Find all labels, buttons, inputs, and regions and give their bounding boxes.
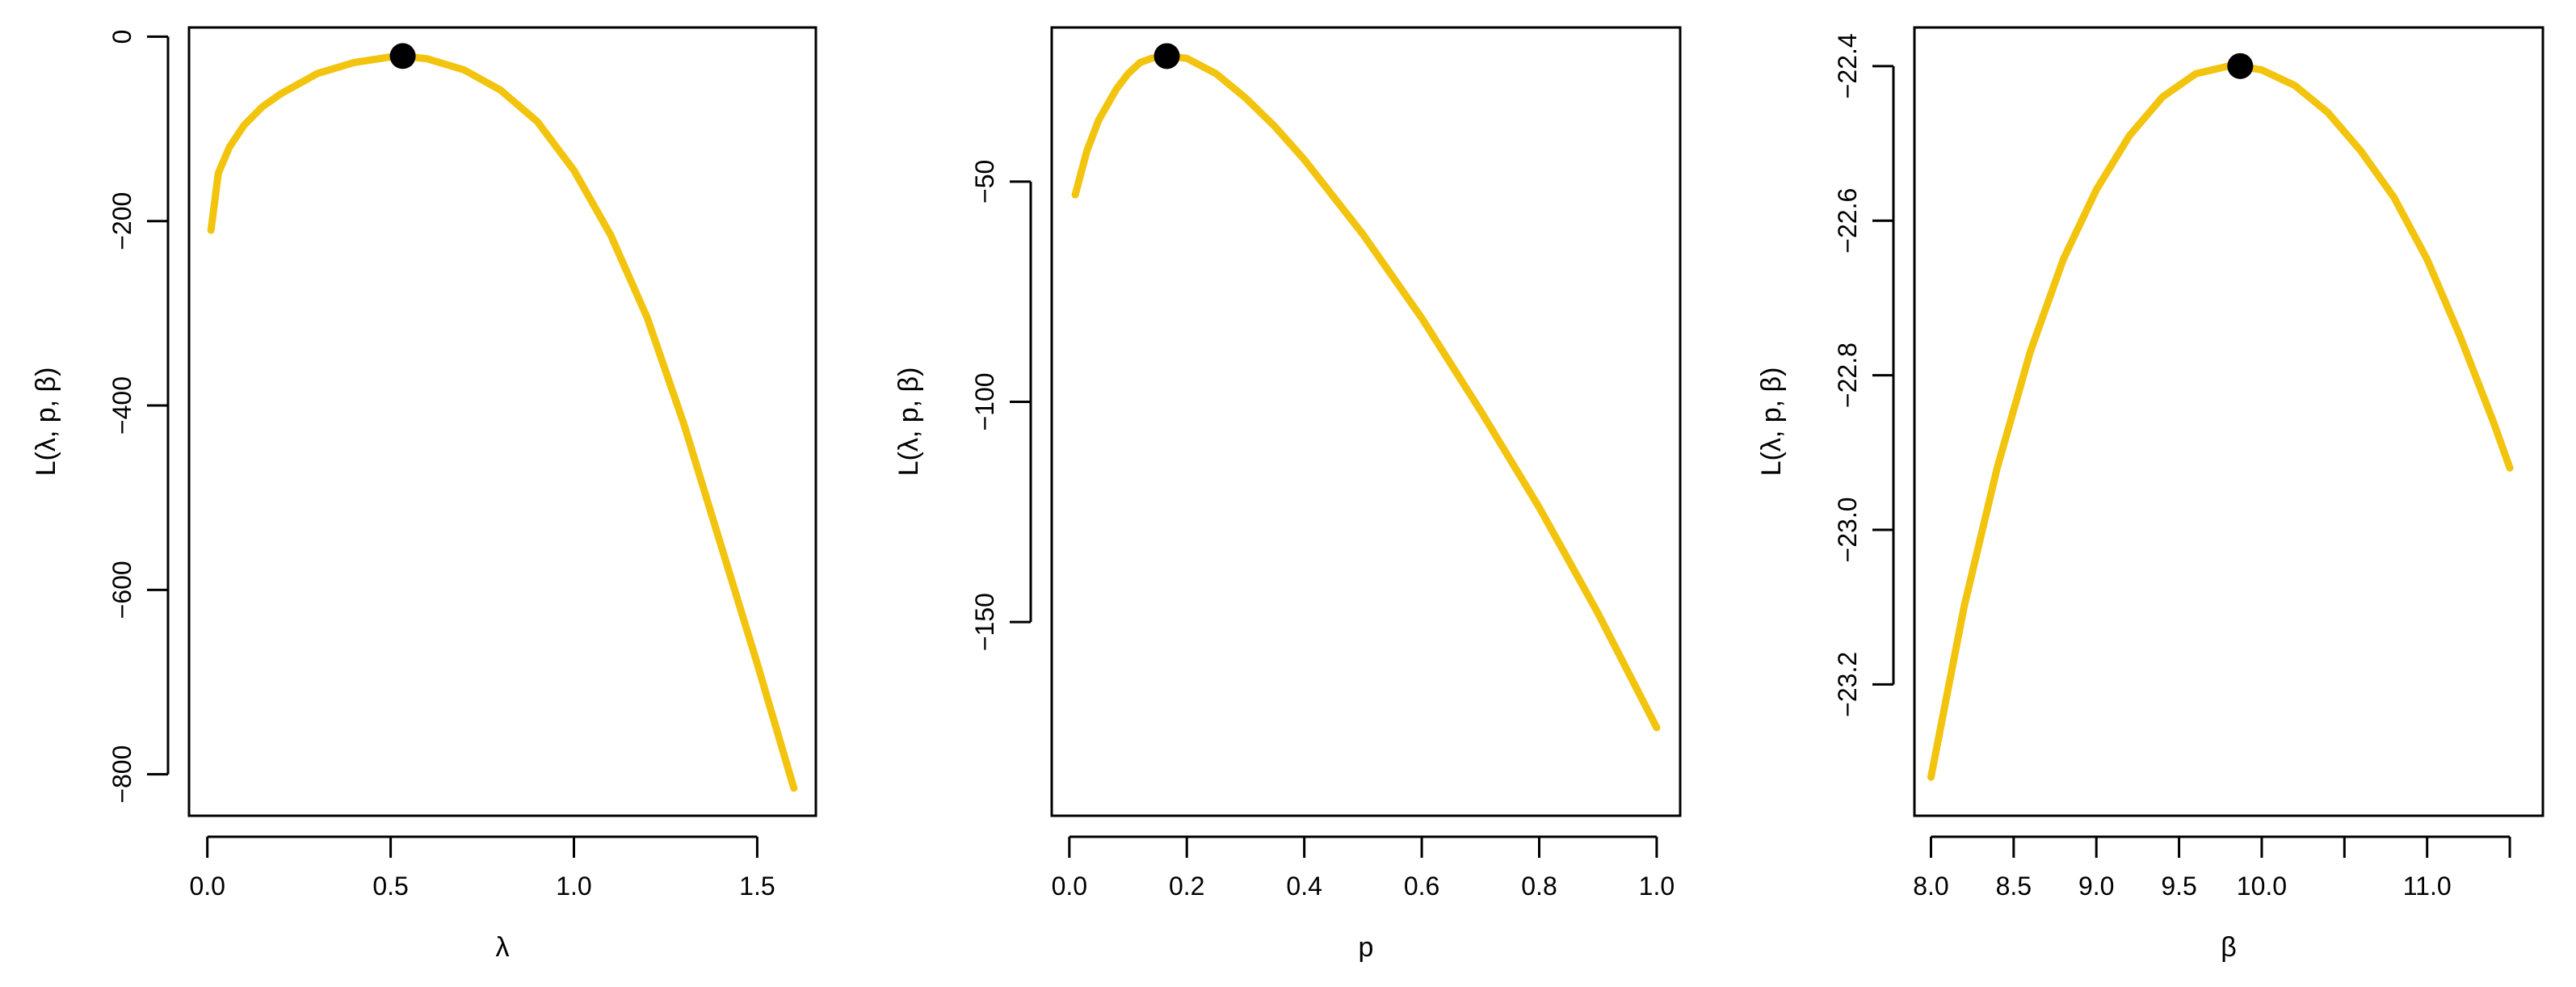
maximum-point — [389, 43, 416, 69]
x-tick-label: 0.0 — [1052, 872, 1087, 901]
x-tick-label: 10.0 — [2237, 872, 2287, 901]
y-tick-label: −22.6 — [1833, 188, 1862, 254]
panel-lambda: 0.0 0.5 1.0 1.5 0 −200 −400 −600 −800 λ L(λ, p, β) — [31, 26, 817, 963]
x-tick-label: 11.0 — [2403, 872, 2452, 901]
x-tick-label: 1.0 — [556, 872, 591, 901]
x-tick-label: 1.5 — [739, 872, 775, 901]
plot-frame — [1050, 26, 1682, 817]
y-tick-label: −100 — [970, 372, 999, 430]
x-tick-label: 8.5 — [1996, 872, 2032, 901]
y-tick-label: 0 — [107, 30, 137, 44]
x-tick-label: 9.5 — [2161, 872, 2196, 901]
y-axis-title: L(λ, p, β) — [893, 368, 924, 477]
x-axis-title: β — [2221, 932, 2237, 963]
panel-beta: 8.0 8.5 9.0 9.5 10.0 11.0 −22.4 −22.6 −22.8 −23.0… — [1756, 26, 2544, 963]
y-tick-label: −22.8 — [1833, 342, 1862, 408]
y-axis-title: L(λ, p, β) — [31, 368, 61, 477]
x-axis-title: p — [1359, 932, 1374, 963]
x-axis-title: λ — [496, 932, 510, 963]
likelihood-curve — [207, 52, 798, 792]
plot-frame — [187, 26, 817, 817]
x-tick-label: 0.4 — [1286, 872, 1322, 901]
x-tick-label: 0.8 — [1521, 872, 1557, 901]
x-tick-label: 0.6 — [1404, 872, 1439, 901]
x-tick-label: 0.5 — [372, 872, 408, 901]
y-tick-label: −22.4 — [1833, 33, 1862, 99]
x-tick-label: 0.0 — [189, 872, 225, 901]
likelihood-curve — [1927, 62, 2514, 781]
x-tick-label: 1.0 — [1639, 872, 1675, 901]
maximum-point — [2227, 52, 2254, 79]
plot-frame — [1913, 26, 2544, 817]
y-tick-label: −23.2 — [1833, 652, 1862, 717]
likelihood-curve — [1071, 52, 1661, 732]
y-tick-label: −600 — [107, 561, 137, 619]
maximum-point — [1154, 43, 1180, 69]
x-tick-label: 0.2 — [1169, 872, 1204, 901]
y-tick-label: −400 — [107, 376, 137, 435]
y-tick-label: −23.0 — [1833, 497, 1862, 562]
y-tick-label: −50 — [970, 160, 999, 204]
x-tick-label: 9.0 — [2078, 872, 2114, 901]
y-axis-title: L(λ, p, β) — [1756, 368, 1787, 477]
y-tick-label: −150 — [970, 593, 999, 651]
panel-p: 0.0 0.2 0.4 0.6 0.8 1.0 −50 −100 −150 p L(λ, p, β) — [893, 26, 1682, 963]
y-tick-label: −200 — [107, 192, 137, 250]
x-tick-label: 8.0 — [1913, 872, 1948, 901]
y-tick-label: −800 — [107, 746, 137, 804]
